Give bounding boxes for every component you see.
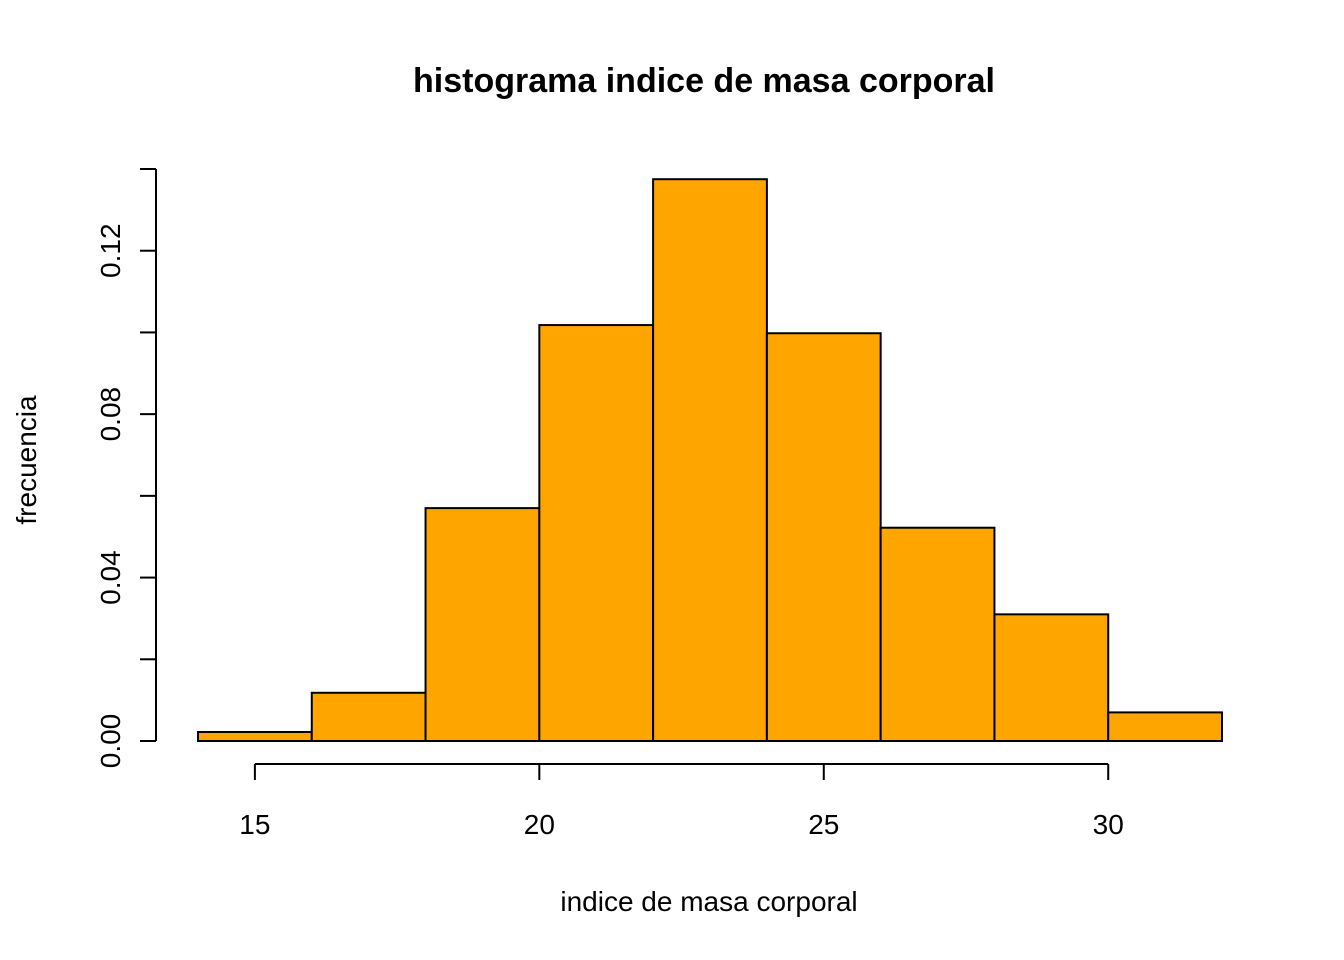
histogram-bar: [765, 332, 882, 742]
chart-title: histograma indice de masa corporal: [413, 62, 995, 100]
x-tick-label: 20: [524, 809, 555, 840]
y-tick-label: 0.04: [95, 550, 126, 605]
histogram-bar: [538, 324, 655, 742]
x-axis-label: indice de masa corporal: [560, 886, 857, 917]
y-axis-label: frecuencia: [11, 395, 42, 525]
histogram-bar: [197, 731, 313, 742]
bars-group: [197, 178, 1223, 743]
y-tick-label: 0.00: [95, 714, 126, 769]
histogram-bar: [1107, 711, 1223, 743]
y-tick-label: 0.12: [95, 223, 126, 278]
x-axis: 15 20 25 30: [239, 763, 1124, 840]
x-tick-label: 25: [808, 809, 839, 840]
y-axis: 0.00 0.04 0.08 0.12: [95, 168, 157, 769]
x-tick-label: 15: [239, 809, 270, 840]
y-tick-label: 0.08: [95, 387, 126, 442]
histogram-bar: [879, 526, 996, 742]
histogram-bar: [993, 613, 1110, 742]
histogram-bar: [424, 507, 541, 742]
x-tick-label: 30: [1093, 809, 1124, 840]
histogram-bar: [310, 691, 427, 743]
histogram-bar: [652, 178, 768, 742]
